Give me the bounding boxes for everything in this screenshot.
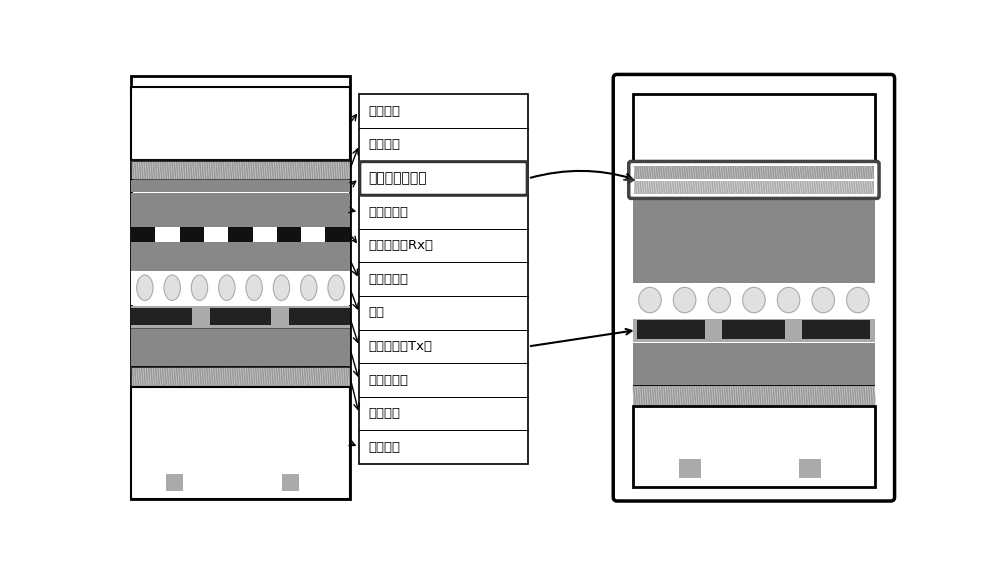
Ellipse shape [246,275,262,300]
Bar [131,367,350,386]
Ellipse shape [137,275,153,300]
Ellipse shape [301,275,317,300]
Bar [634,181,874,194]
Bar [131,227,155,241]
Bar [722,320,785,339]
Bar [802,320,870,339]
Text: 感测线路（Rx）: 感测线路（Rx） [368,239,433,252]
Bar [633,196,875,283]
Bar [131,241,350,248]
Ellipse shape [639,287,661,313]
Ellipse shape [273,275,290,300]
Text: 抗干扰防静电膜: 抗干扰防静电膜 [368,171,427,185]
Bar [180,227,204,241]
Bar [131,387,350,498]
Ellipse shape [673,287,696,313]
Ellipse shape [164,275,180,300]
Bar [799,459,821,478]
Bar [155,227,180,241]
Bar [131,160,350,179]
FancyBboxPatch shape [629,162,879,199]
Bar [131,193,350,227]
Bar [277,227,301,241]
Bar [633,386,875,405]
Bar [679,459,701,478]
Bar [131,180,350,192]
Bar [204,227,228,241]
Bar [633,319,875,341]
Text: 保护玻璃: 保护玻璃 [368,105,400,118]
Bar [633,283,875,317]
Bar [131,306,350,328]
FancyBboxPatch shape [360,162,527,195]
Bar [637,320,705,339]
Bar [325,227,350,241]
Bar [282,474,299,491]
Bar [131,76,350,498]
Bar [131,159,350,160]
Bar [131,365,350,367]
Bar [301,227,325,241]
Text: 前偏光片: 前偏光片 [368,138,400,151]
Bar [131,328,350,329]
Bar [633,94,875,164]
Text: 驱动线路（Tx）: 驱动线路（Tx） [368,340,432,353]
Bar [633,406,875,487]
Bar [131,160,350,179]
Text: 彩色滤光片: 彩色滤光片 [368,273,408,286]
Bar [131,271,350,304]
Ellipse shape [191,275,208,300]
Ellipse shape [777,287,800,313]
Bar [131,367,350,386]
Bar [633,385,875,386]
Bar [131,86,350,160]
Bar [131,227,350,241]
Bar [210,308,271,325]
Ellipse shape [743,287,765,313]
Bar [633,343,875,385]
Bar [131,329,350,366]
Ellipse shape [328,275,344,300]
Bar [166,474,183,491]
FancyBboxPatch shape [613,75,895,501]
Bar [228,227,253,241]
Ellipse shape [812,287,834,313]
Bar [131,248,350,271]
Bar [289,308,350,325]
Ellipse shape [219,275,235,300]
Text: 液晶: 液晶 [368,306,384,319]
Bar [253,227,277,241]
Bar [634,166,874,179]
Text: 背光模组: 背光模组 [368,441,400,453]
Ellipse shape [708,287,731,313]
Bar [359,94,528,464]
Text: 后偏光片: 后偏光片 [368,407,400,420]
Bar [131,308,192,325]
Text: 后导电玻璃: 后导电玻璃 [368,374,408,386]
Ellipse shape [847,287,869,313]
Text: 前导电玻璃: 前导电玻璃 [368,205,408,218]
